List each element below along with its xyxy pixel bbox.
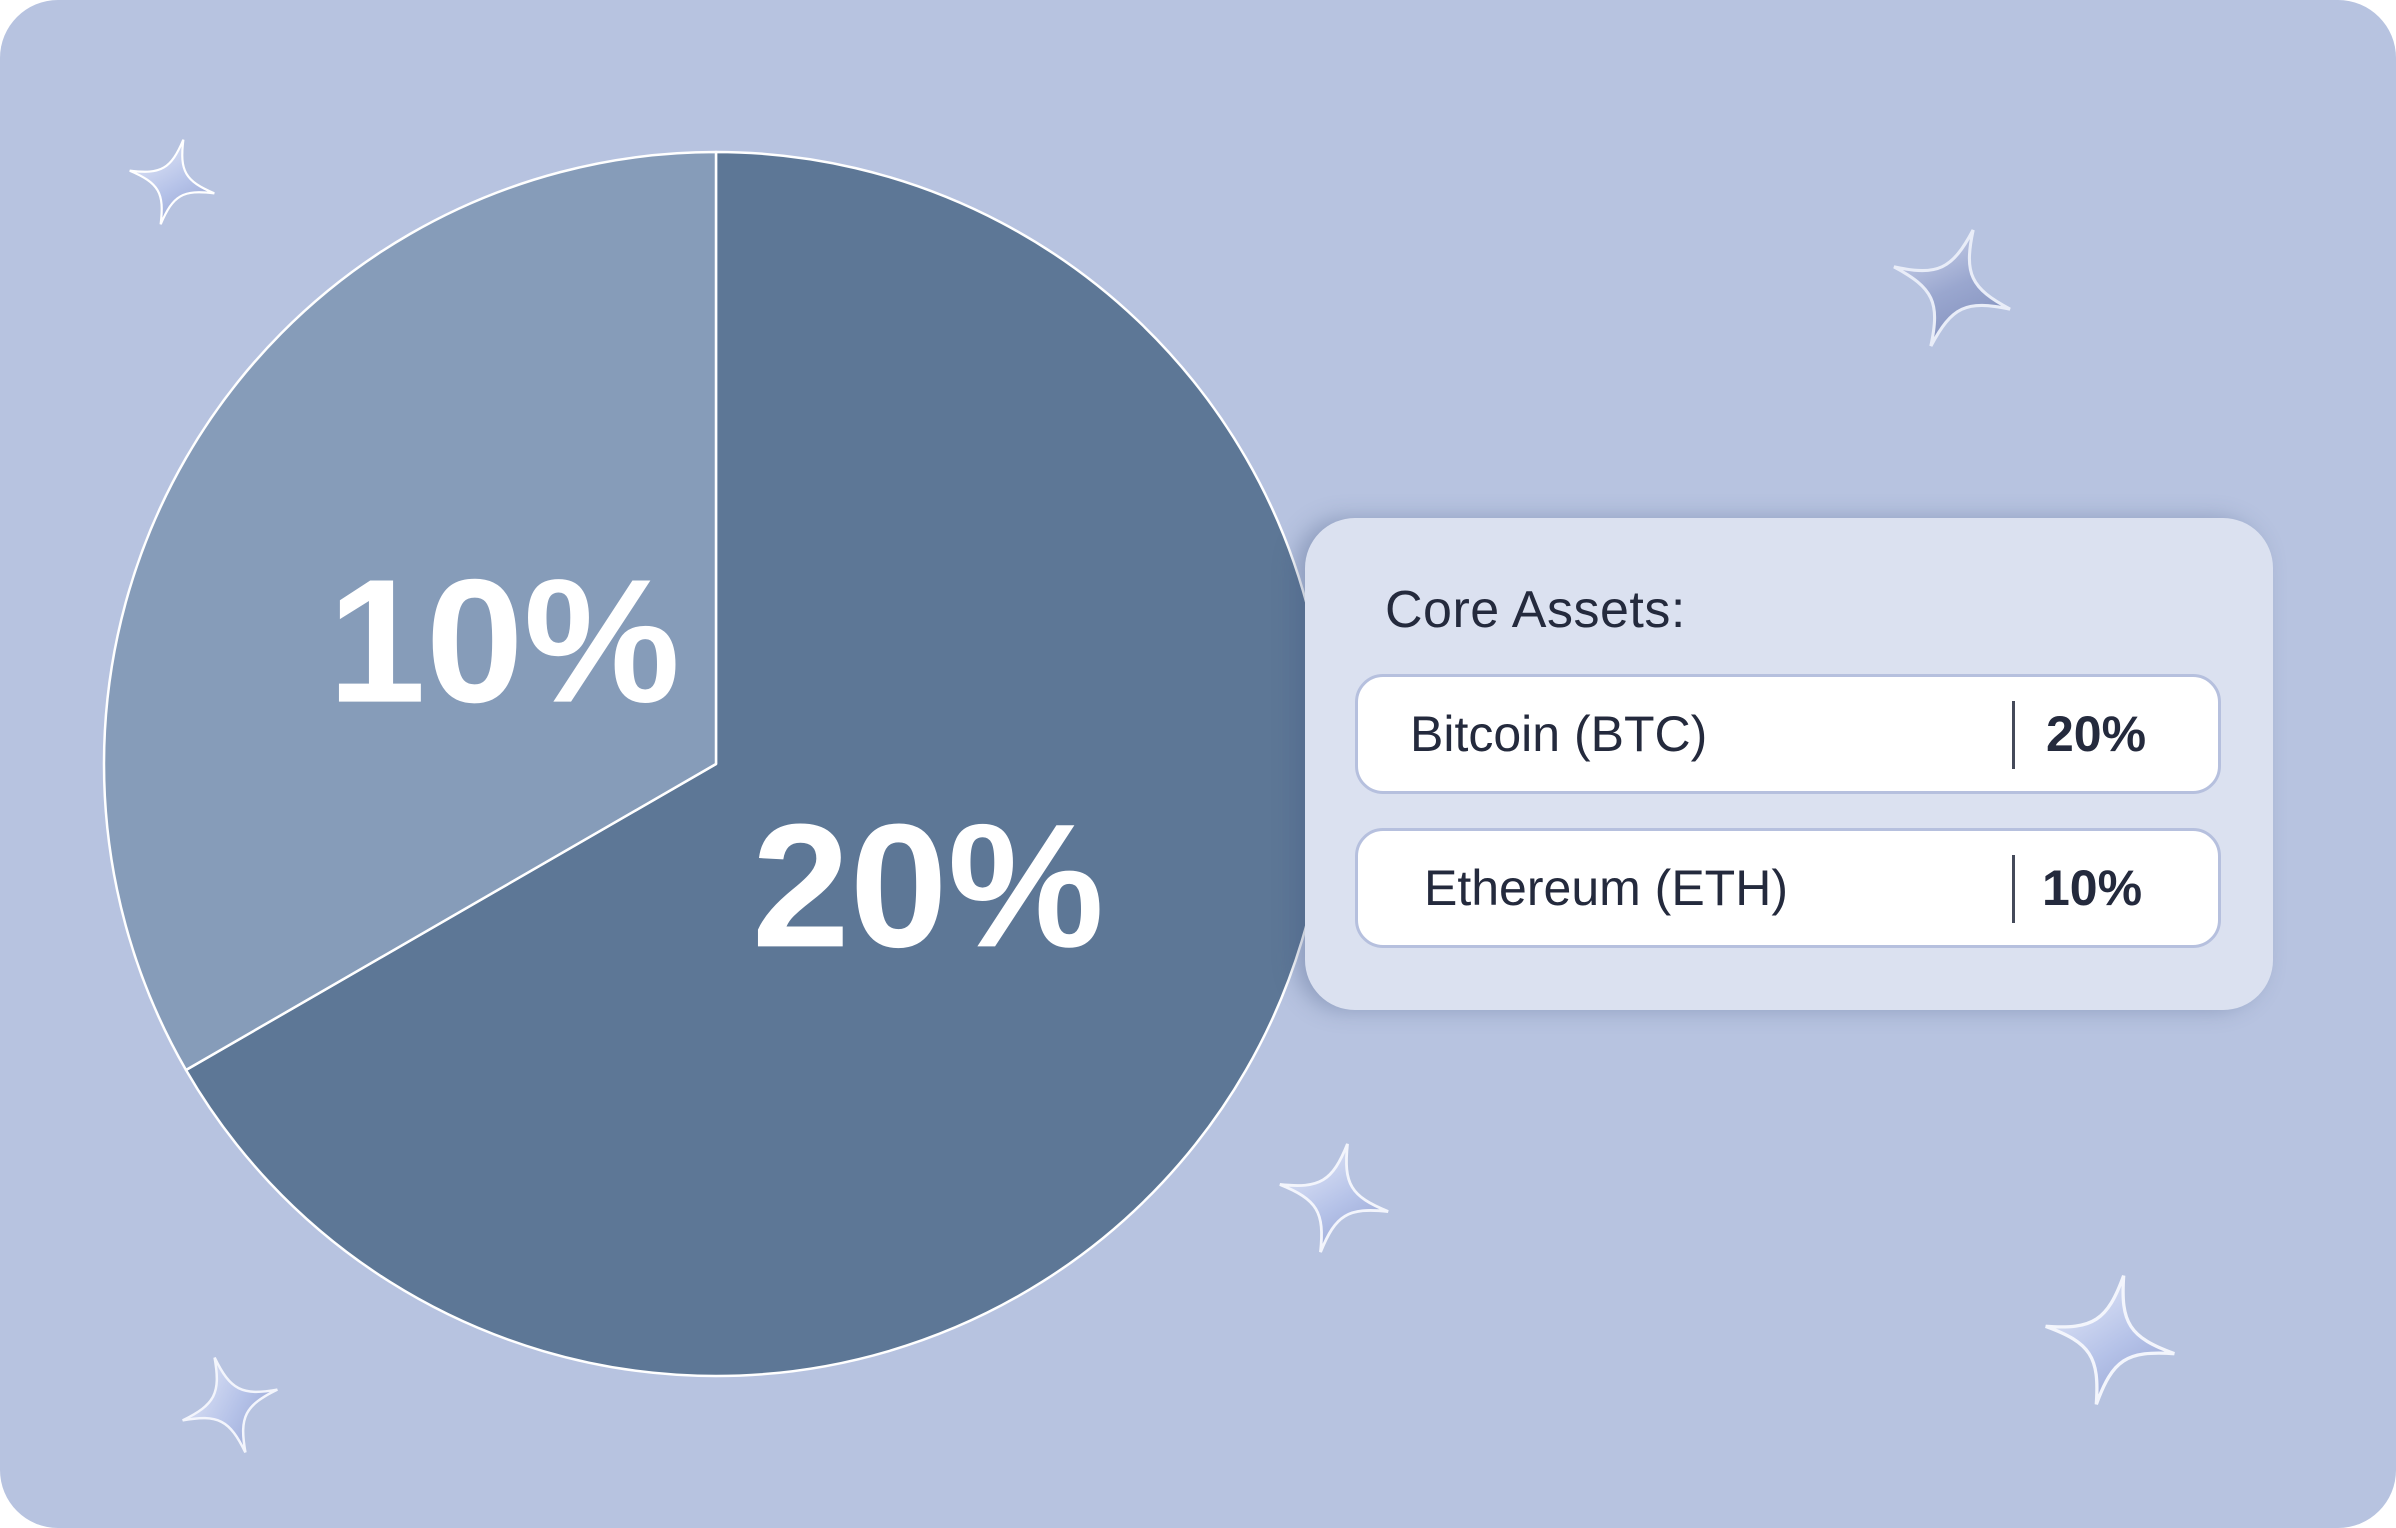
pie-slice-label: 10%	[328, 544, 680, 740]
asset-name: Bitcoin (BTC)	[1410, 706, 1708, 762]
asset-row-bitcoin: Bitcoin (BTC) 20%	[1355, 674, 2221, 794]
core-assets-panel: Core Assets: Bitcoin (BTC) 20% Ethereum …	[1305, 518, 2273, 1010]
asset-percent: 20%	[2046, 706, 2147, 762]
pie-slice	[184, 150, 1330, 1378]
asset-percent: 10%	[2042, 860, 2143, 916]
pie-slice	[102, 150, 718, 1072]
row-divider	[2012, 855, 2015, 923]
asset-name: Ethereum (ETH)	[1424, 860, 1788, 916]
pie-slice-label: 20%	[752, 788, 1104, 984]
asset-row-ethereum: Ethereum (ETH) 10%	[1355, 828, 2221, 948]
panel-title: Core Assets:	[1385, 581, 1686, 639]
row-divider	[2012, 701, 2015, 769]
